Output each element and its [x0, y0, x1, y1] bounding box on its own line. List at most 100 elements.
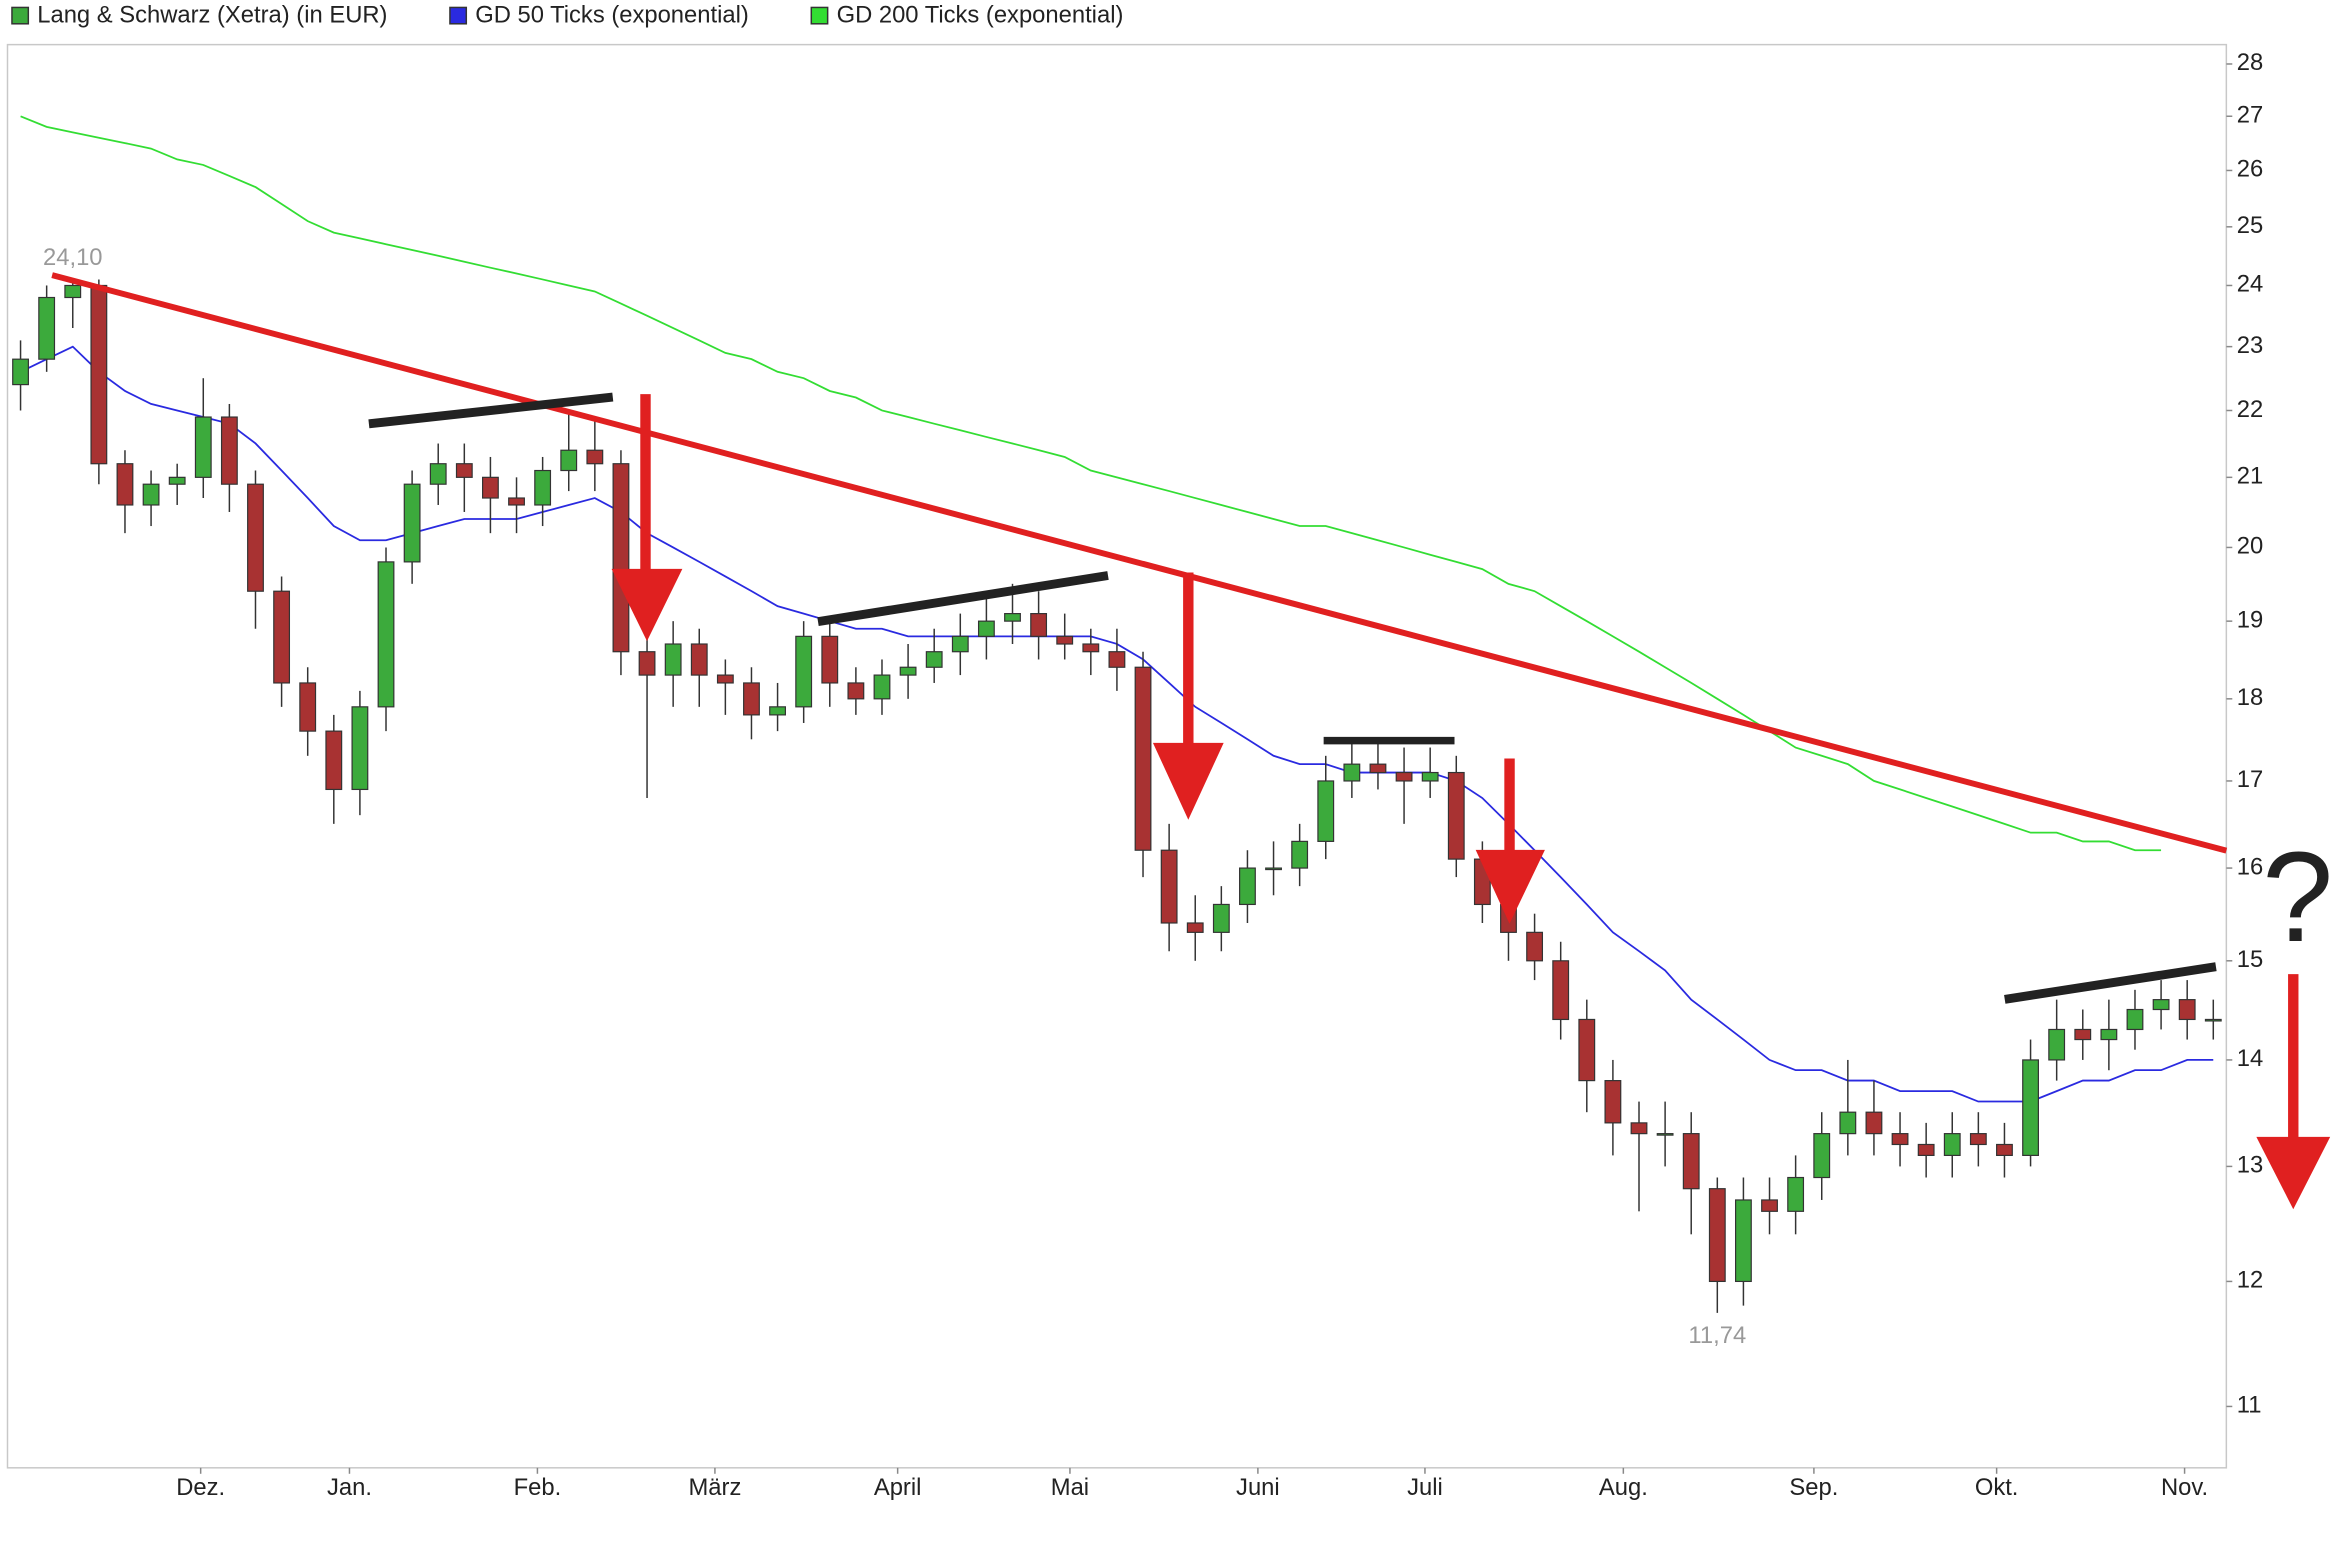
candle-body	[1030, 613, 1048, 637]
candle-body	[1630, 1122, 1648, 1135]
candle-body	[1160, 849, 1178, 924]
candle-body	[1317, 780, 1335, 842]
candle-body	[1552, 960, 1570, 1021]
y-tick-label: 18	[2237, 684, 2263, 711]
candle-body	[1656, 1133, 1674, 1136]
candle-body	[429, 463, 447, 485]
x-tick-label: März	[688, 1474, 741, 1501]
candle-body	[273, 590, 291, 684]
candle-body	[1917, 1143, 1935, 1157]
arrows	[611, 394, 2331, 1210]
candle-body	[1265, 867, 1282, 871]
y-tick-label: 21	[2237, 463, 2263, 490]
candle-body	[690, 643, 708, 676]
y-tick-label: 16	[2237, 853, 2263, 880]
x-tick-label: Jan.	[327, 1474, 372, 1501]
arrow-head	[1475, 849, 1545, 924]
question-mark: ?	[2262, 826, 2332, 969]
candle-body	[925, 651, 943, 668]
candle-body	[1421, 771, 1439, 782]
x-tick-label: Aug.	[1599, 1474, 1648, 1501]
candle-body	[1343, 763, 1361, 782]
legend-swatch	[449, 6, 468, 25]
candle-body	[220, 416, 238, 485]
candle-body	[716, 674, 734, 684]
candle-body	[1447, 771, 1465, 860]
candle-body	[377, 561, 395, 708]
y-tick-label: 19	[2237, 606, 2263, 633]
candle-body	[455, 463, 473, 478]
y-tick-label: 13	[2237, 1152, 2263, 1179]
arrow-head	[611, 568, 683, 642]
x-tick-label: Juni	[1236, 1474, 1280, 1501]
candle-body	[1369, 763, 1387, 774]
candle-body	[873, 674, 891, 700]
candle-body	[664, 643, 682, 676]
candle-body	[847, 682, 865, 700]
candle-body	[12, 358, 29, 386]
arrow-head	[1152, 742, 1224, 820]
legend-swatch	[11, 6, 30, 25]
x-tick-label: Mai	[1051, 1474, 1089, 1501]
legend-swatch	[810, 6, 829, 25]
y-tick-label: 17	[2237, 766, 2263, 793]
x-tick-label: Juli	[1407, 1474, 1443, 1501]
resistance-line	[2004, 962, 2217, 1004]
candle-body	[194, 416, 212, 478]
candle-body	[351, 706, 369, 791]
candle-body	[64, 284, 82, 299]
x-tick-label: Dez.	[176, 1474, 225, 1501]
candle-body	[403, 483, 421, 563]
legend: Lang & Schwarz (Xetra) (in EUR) GD 50 Tic…	[11, 2, 1124, 29]
y-tick-label: 22	[2237, 396, 2263, 423]
candle-body	[534, 469, 552, 506]
marks: 11 12 13 14 15 16 17 18 19 20 21 22 23 24 25 26 27 28 Dez.…	[12, 49, 2263, 1501]
candle-body	[586, 449, 604, 465]
candle-body	[2022, 1059, 2039, 1157]
x-tick-label: Nov.	[2161, 1474, 2208, 1501]
high-label: 24,10	[43, 244, 103, 271]
candle-body	[638, 651, 656, 676]
candle-body	[821, 635, 839, 684]
candle-body	[508, 497, 525, 506]
candle-body	[168, 476, 186, 485]
candle-body	[2204, 1018, 2222, 1022]
candle-body	[2100, 1028, 2118, 1041]
y-tick-label: 28	[2237, 49, 2263, 76]
candle-body	[2074, 1028, 2092, 1041]
legend-label: Lang & Schwarz (Xetra) (in EUR)	[37, 2, 387, 29]
y-tick-label: 23	[2237, 332, 2263, 359]
candle-body	[1996, 1143, 2013, 1157]
candle-body	[743, 682, 760, 716]
candle-body	[1056, 635, 1074, 645]
candle-body	[1578, 1018, 1596, 1082]
candle-body	[1891, 1133, 1909, 1146]
candle-body	[1839, 1111, 1857, 1135]
x-tick-label: Sep.	[1789, 1474, 1838, 1501]
candle-body	[1943, 1133, 1961, 1157]
plot-area	[6, 43, 2228, 1469]
candle-body	[1134, 666, 1152, 851]
candle-body	[482, 476, 499, 499]
candle-body	[1004, 613, 1021, 622]
trend-line	[51, 272, 2228, 854]
y-tick-label: 26	[2237, 156, 2263, 183]
candle-body	[1787, 1176, 1805, 1212]
candle-body	[1186, 922, 1204, 933]
candle-body	[1682, 1133, 1700, 1190]
y-tick-label: 24	[2237, 271, 2263, 298]
candle-body	[2178, 999, 2196, 1021]
candle-body	[38, 296, 56, 360]
candle-body	[1395, 771, 1413, 782]
legend-label: GD 200 Ticks (exponential)	[837, 2, 1124, 29]
candle-body	[951, 635, 969, 653]
annotations: ?	[51, 272, 2332, 1210]
y-tick-label: 20	[2237, 533, 2263, 560]
y-tick-label: 15	[2237, 946, 2263, 973]
low-label: 11,74	[1688, 1322, 1746, 1349]
y-tick-label: 11	[2237, 1392, 2262, 1419]
candle-body	[899, 666, 917, 676]
candle-body	[769, 706, 786, 716]
candle-body	[2152, 999, 2170, 1011]
candle-body	[977, 620, 995, 637]
